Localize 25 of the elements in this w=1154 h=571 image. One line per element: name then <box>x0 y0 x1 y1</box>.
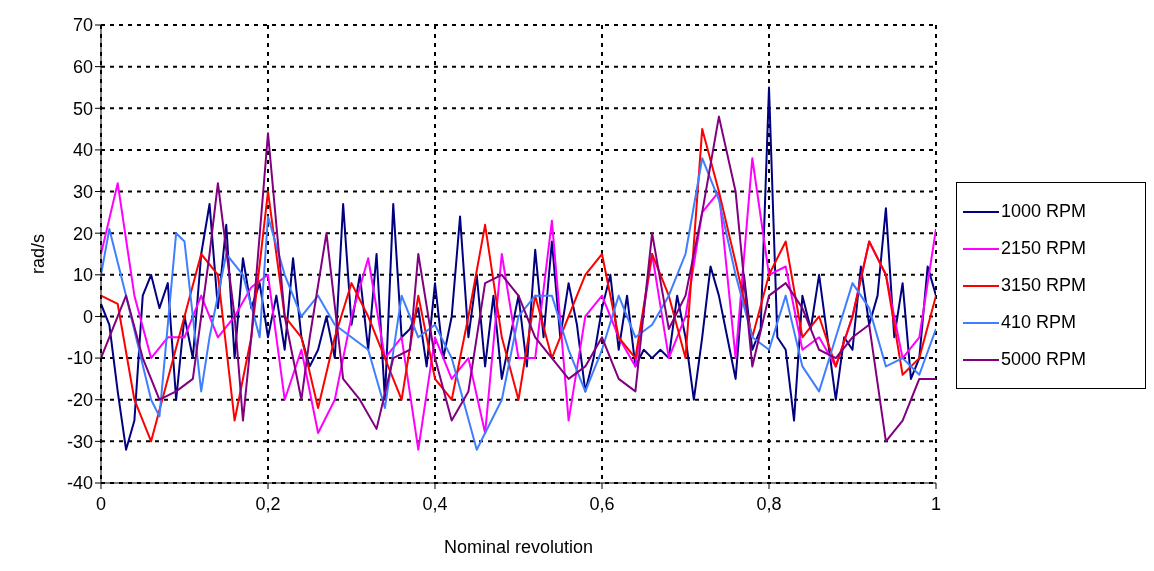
x-tick-label: 0,6 <box>589 493 615 514</box>
x-tick-label: 0,2 <box>255 493 281 514</box>
legend-label: 5000 RPM <box>1001 349 1087 370</box>
y-tick-label: 60 <box>72 57 93 78</box>
x-tick-label: 0,8 <box>756 493 782 514</box>
legend-label: 1000 RPM <box>1001 201 1087 222</box>
x-tick-label: 0 <box>95 493 107 514</box>
y-tick-label: 0 <box>82 306 93 327</box>
x-tick-label: 1 <box>930 493 942 514</box>
y-tick-label: 20 <box>72 223 93 244</box>
y-tick-label: 50 <box>72 98 93 119</box>
y-tick-label: 40 <box>72 140 93 161</box>
y-tick-label: 30 <box>72 181 93 202</box>
y-axis-title: rad/s <box>28 233 49 275</box>
y-tick-label: -20 <box>66 390 93 411</box>
x-axis-title: Nominal revolution <box>443 537 594 557</box>
y-tick-label: 70 <box>72 15 93 36</box>
legend-label: 410 RPM <box>1001 312 1077 333</box>
y-tick-label: -30 <box>66 431 93 452</box>
y-tick-label: -10 <box>66 348 93 369</box>
y-tick-label: 10 <box>72 265 93 286</box>
y-tick-label: -40 <box>66 473 93 494</box>
legend-label: 3150 RPM <box>1001 275 1087 296</box>
legend-label: 2150 RPM <box>1001 238 1087 259</box>
x-tick-label: 0,4 <box>422 493 448 514</box>
